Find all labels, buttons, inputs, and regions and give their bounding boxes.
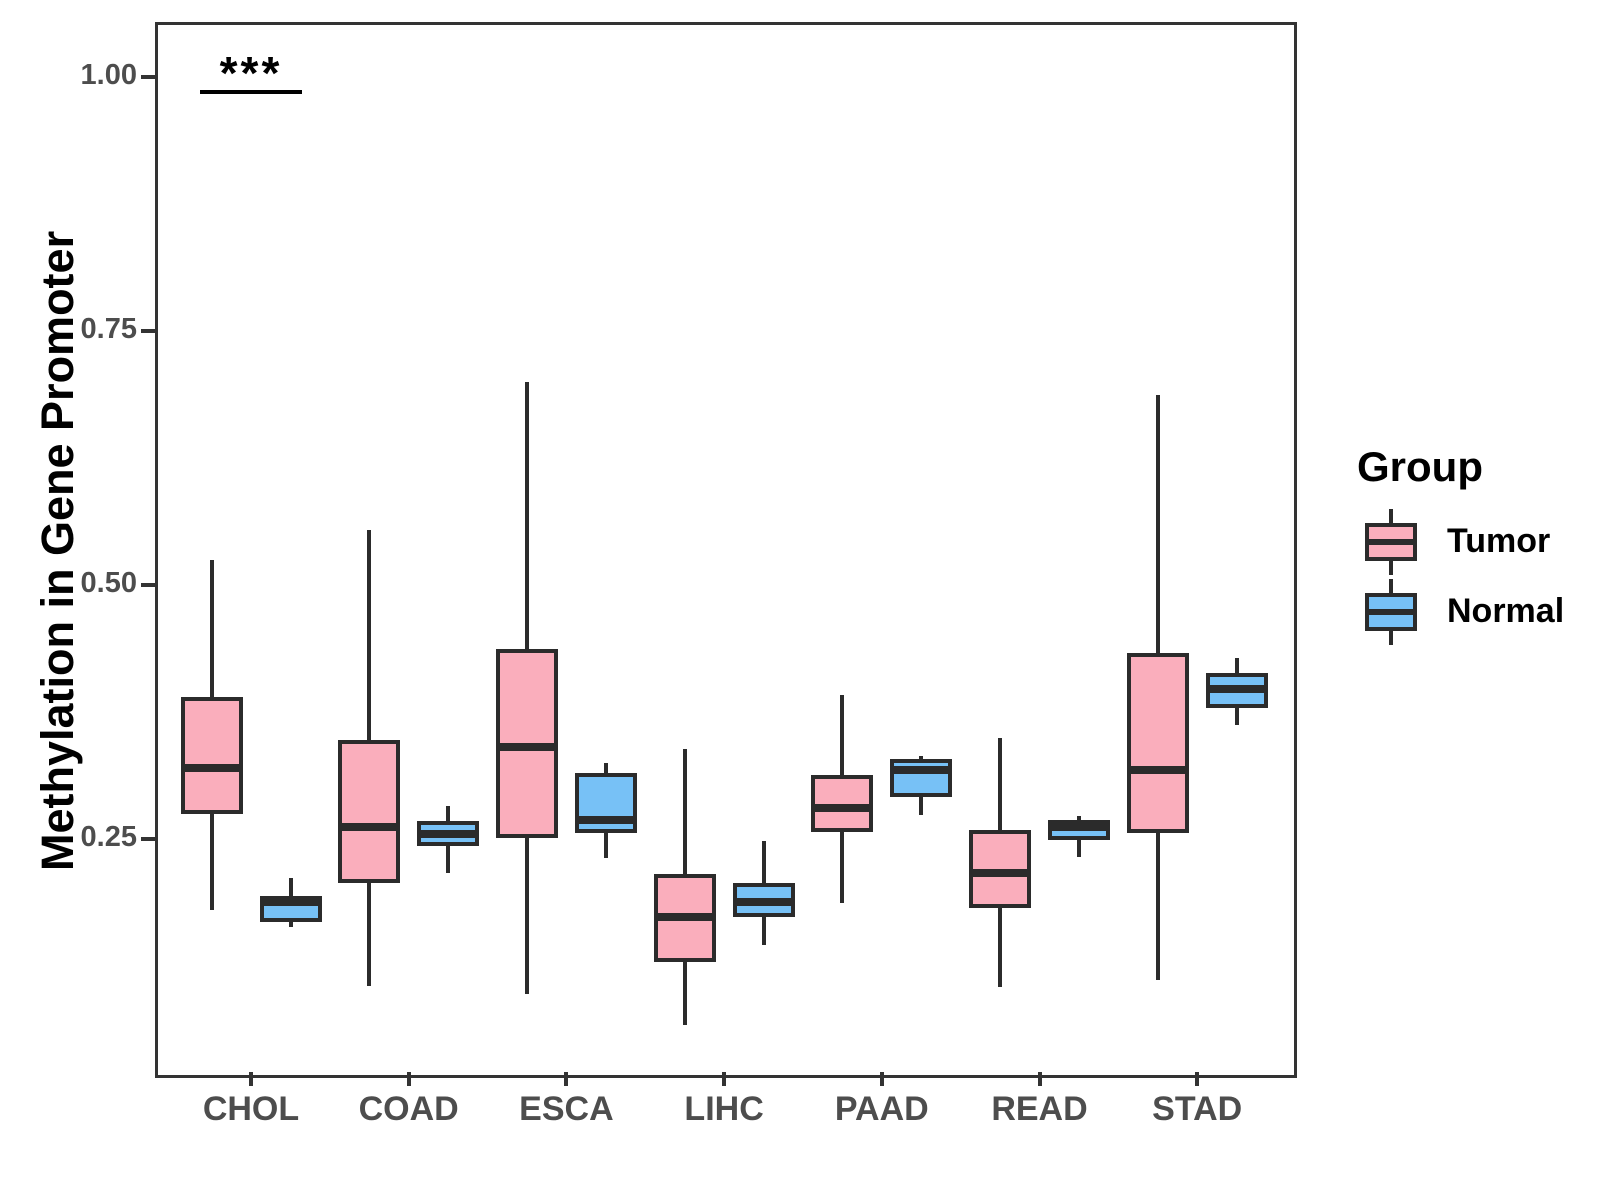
median-tumor-STAD: [1126, 765, 1189, 774]
plot-panel: [155, 22, 1297, 1078]
median-normal-COAD: [417, 829, 480, 838]
x-tick-label-COAD: COAD: [358, 1090, 459, 1128]
box-normal-ESCA: [574, 772, 637, 833]
median-normal-CHOL: [259, 897, 322, 906]
median-tumor-COAD: [338, 822, 401, 831]
median-normal-LIHC: [732, 897, 795, 906]
legend-key-median-normal: [1365, 609, 1417, 615]
x-tick-label-CHOL: CHOL: [202, 1090, 300, 1128]
legend-title: Group: [1357, 443, 1483, 490]
median-normal-PAAD: [890, 765, 953, 774]
legend-key-median-tumor: [1365, 539, 1417, 545]
box-normal-PAAD: [890, 758, 953, 798]
median-tumor-PAAD: [811, 803, 874, 812]
x-tick-mark-CHOL: [249, 1072, 253, 1086]
median-normal-READ: [1048, 822, 1110, 831]
median-tumor-READ: [969, 868, 1031, 877]
y-tick-label-0.75: 0.75: [80, 313, 137, 345]
legend-label-tumor: Tumor: [1447, 522, 1551, 560]
legend-label-normal: Normal: [1447, 592, 1565, 630]
y-tick-label-0.50: 0.50: [80, 567, 137, 599]
median-tumor-LIHC: [653, 913, 716, 922]
legend-key-whisker-bottom-normal: [1389, 631, 1393, 645]
significance-bar: [200, 90, 302, 95]
legend-key-whisker-top-tumor: [1389, 509, 1393, 523]
y-tick-label-1.00: 1.00: [80, 59, 137, 91]
x-tick-label-LIHC: LIHC: [684, 1090, 764, 1128]
y-tick-label-0.25: 0.25: [80, 821, 137, 853]
box-tumor-COAD: [338, 740, 401, 883]
y-tick-mark-1.00: [141, 75, 155, 79]
legend-key-whisker-bottom-tumor: [1389, 561, 1393, 575]
box-tumor-PAAD: [811, 774, 874, 832]
box-tumor-STAD: [1126, 653, 1189, 833]
median-normal-ESCA: [574, 815, 637, 824]
significance-stars: ***: [219, 47, 283, 99]
x-tick-label-PAAD: PAAD: [834, 1090, 929, 1128]
y-tick-mark-0.50: [141, 583, 155, 587]
x-tick-mark-READ: [1037, 1072, 1042, 1086]
x-tick-mark-LIHC: [722, 1072, 727, 1086]
x-tick-mark-PAAD: [879, 1072, 884, 1086]
box-tumor-CHOL: [180, 696, 243, 814]
median-tumor-CHOL: [180, 763, 243, 772]
y-tick-mark-0.25: [141, 837, 155, 841]
median-normal-STAD: [1205, 684, 1268, 693]
x-tick-mark-COAD: [406, 1072, 411, 1086]
x-tick-mark-ESCA: [564, 1072, 569, 1086]
y-tick-mark-0.75: [141, 329, 155, 333]
x-tick-label-STAD: STAD: [1152, 1090, 1243, 1128]
legend-key-whisker-top-normal: [1389, 579, 1393, 593]
x-tick-label-READ: READ: [991, 1090, 1088, 1128]
x-tick-label-ESCA: ESCA: [519, 1090, 614, 1128]
median-tumor-ESCA: [495, 742, 558, 751]
x-tick-mark-STAD: [1195, 1072, 1200, 1086]
